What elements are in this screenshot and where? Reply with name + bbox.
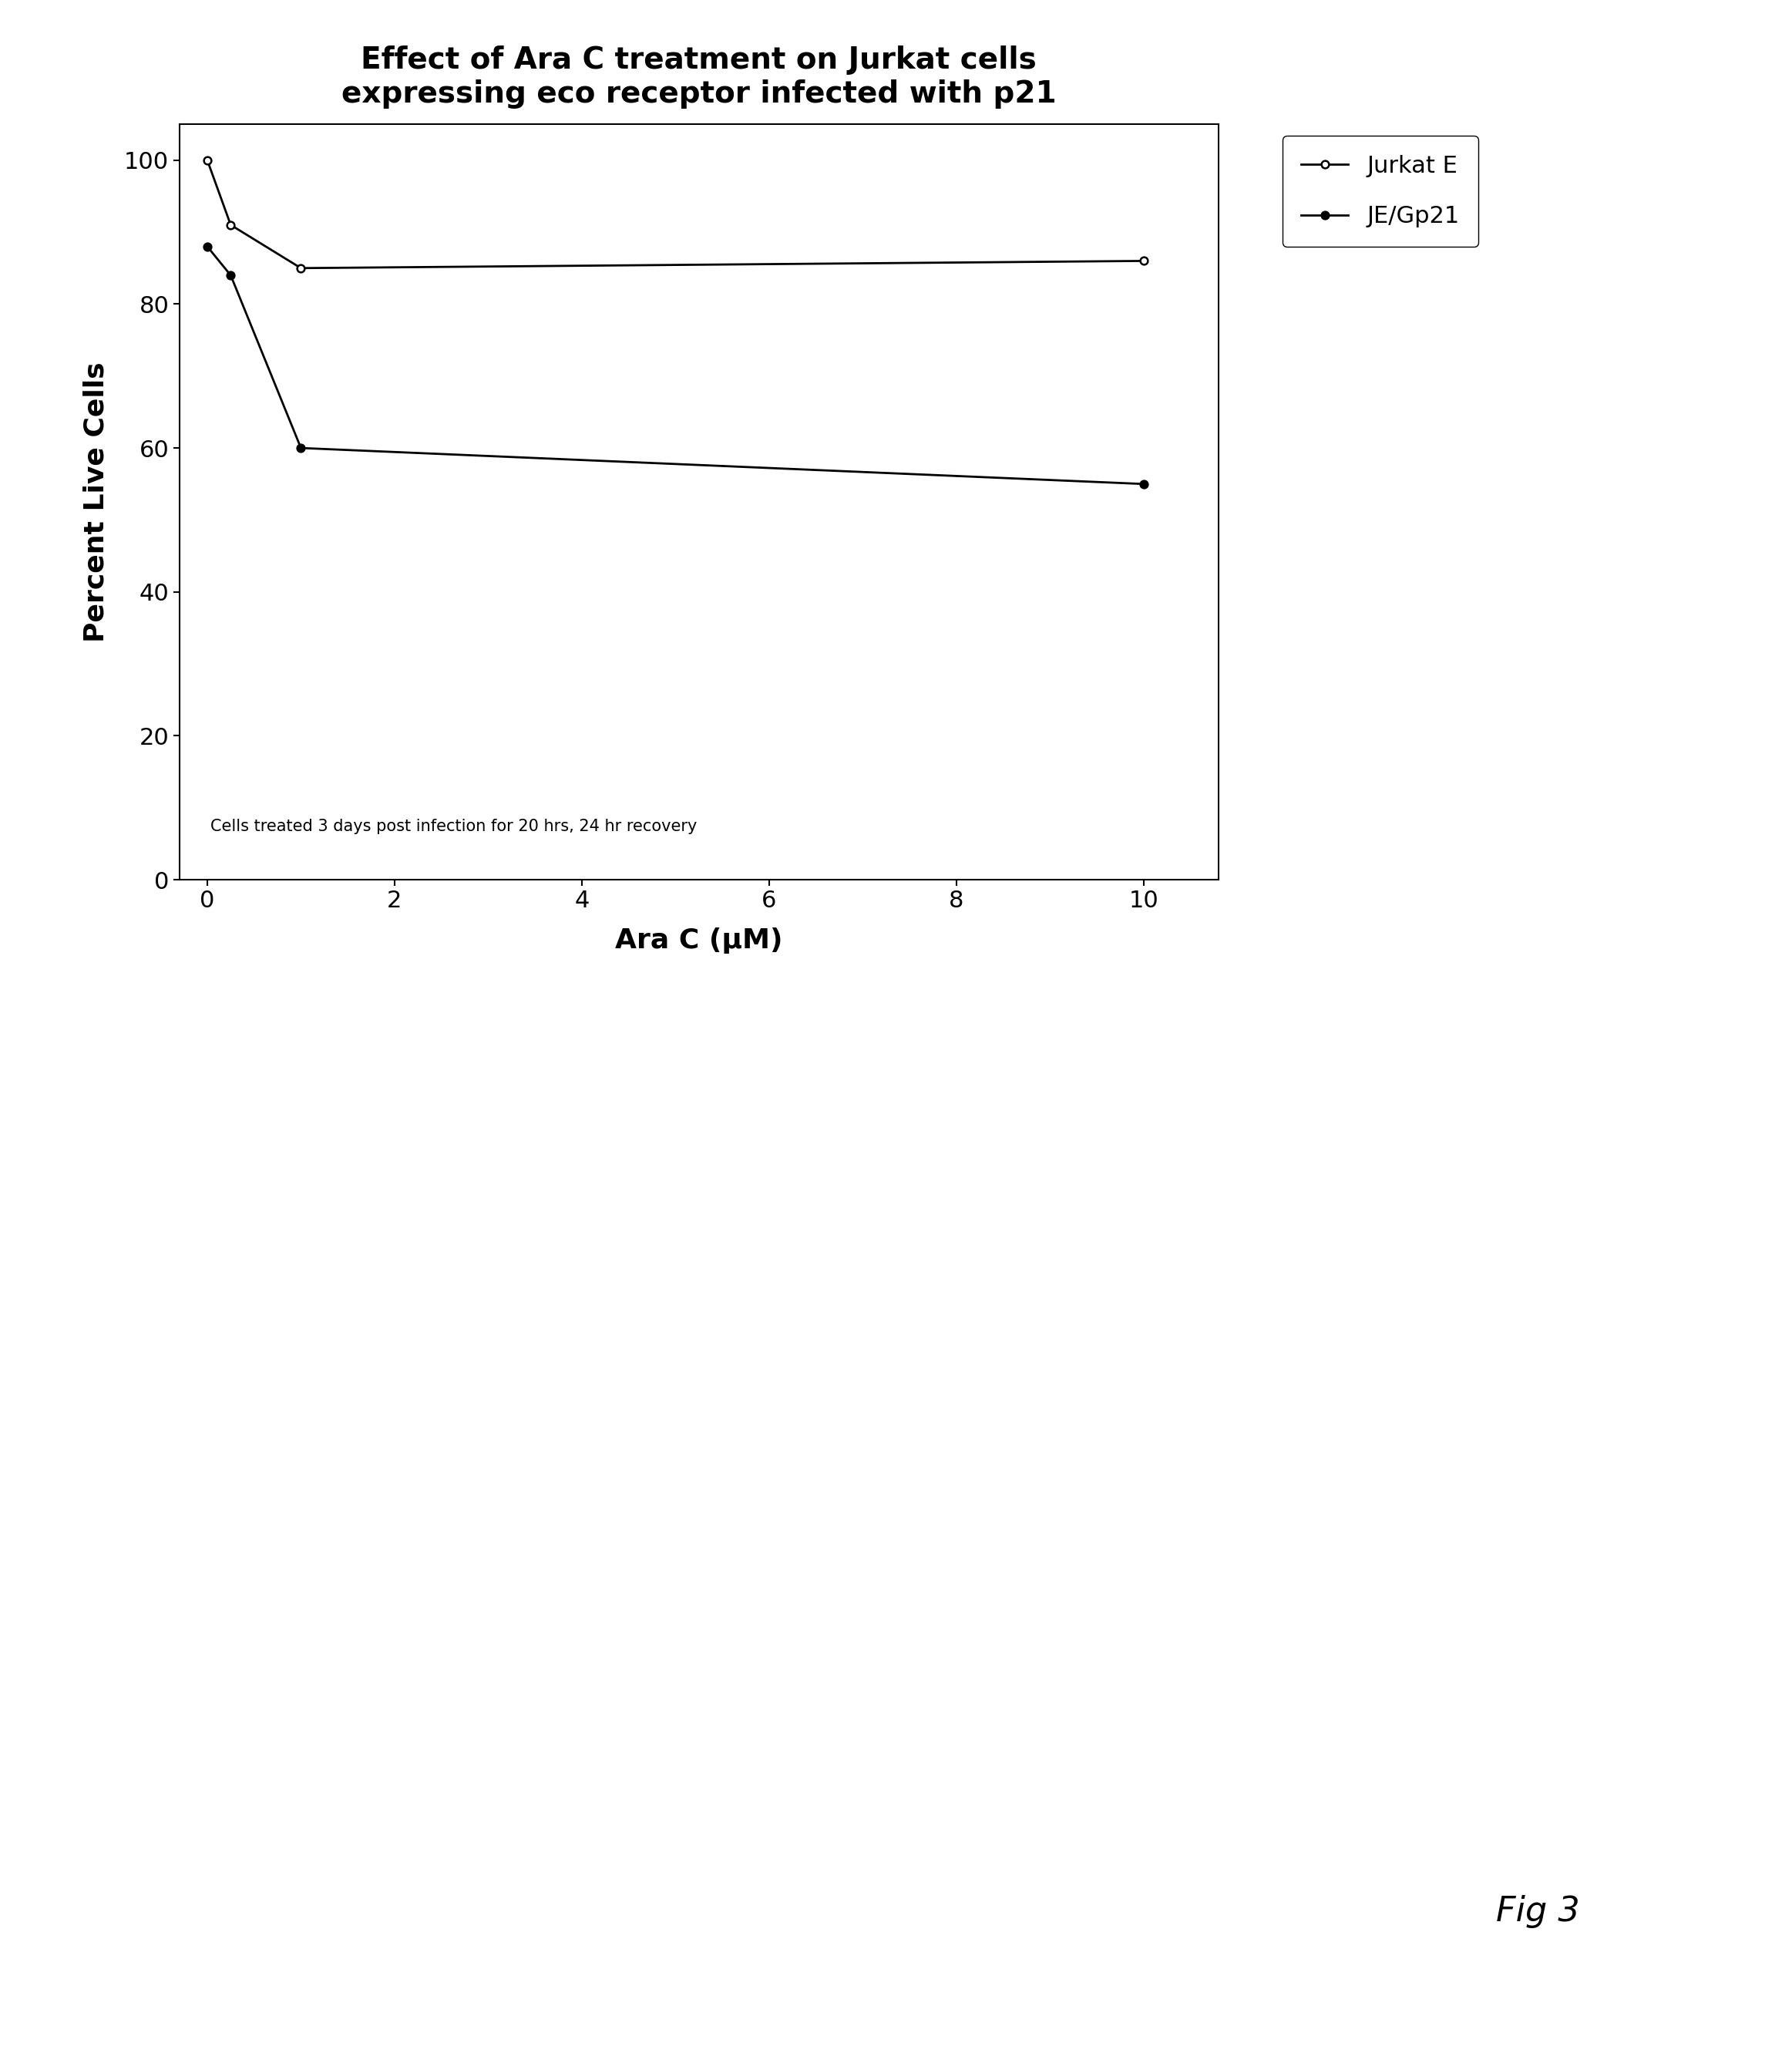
X-axis label: Ara C (μM): Ara C (μM) — [615, 927, 783, 954]
Title: Effect of Ara C treatment on Jurkat cells
expressing eco receptor infected with : Effect of Ara C treatment on Jurkat cell… — [342, 46, 1055, 110]
Line: JE/Gp21: JE/Gp21 — [204, 242, 1147, 489]
Jurkat E — [220, 213, 242, 238]
JE/Gp21 — [220, 263, 242, 288]
Jurkat E — [1133, 248, 1154, 273]
Text: Cells treated 3 days post infection for 20 hrs, 24 hr recovery: Cells treated 3 days post infection for … — [210, 820, 697, 834]
Jurkat E — [197, 147, 219, 172]
Legend: Jurkat E, JE/Gp21: Jurkat E, JE/Gp21 — [1283, 137, 1478, 246]
Line: Jurkat E: Jurkat E — [204, 157, 1147, 271]
Jurkat E — [290, 257, 312, 282]
Text: Fig 3: Fig 3 — [1496, 1894, 1581, 1927]
Y-axis label: Percent Live Cells: Percent Live Cells — [82, 362, 109, 642]
JE/Gp21 — [197, 234, 219, 259]
JE/Gp21 — [290, 435, 312, 460]
JE/Gp21 — [1133, 472, 1154, 497]
